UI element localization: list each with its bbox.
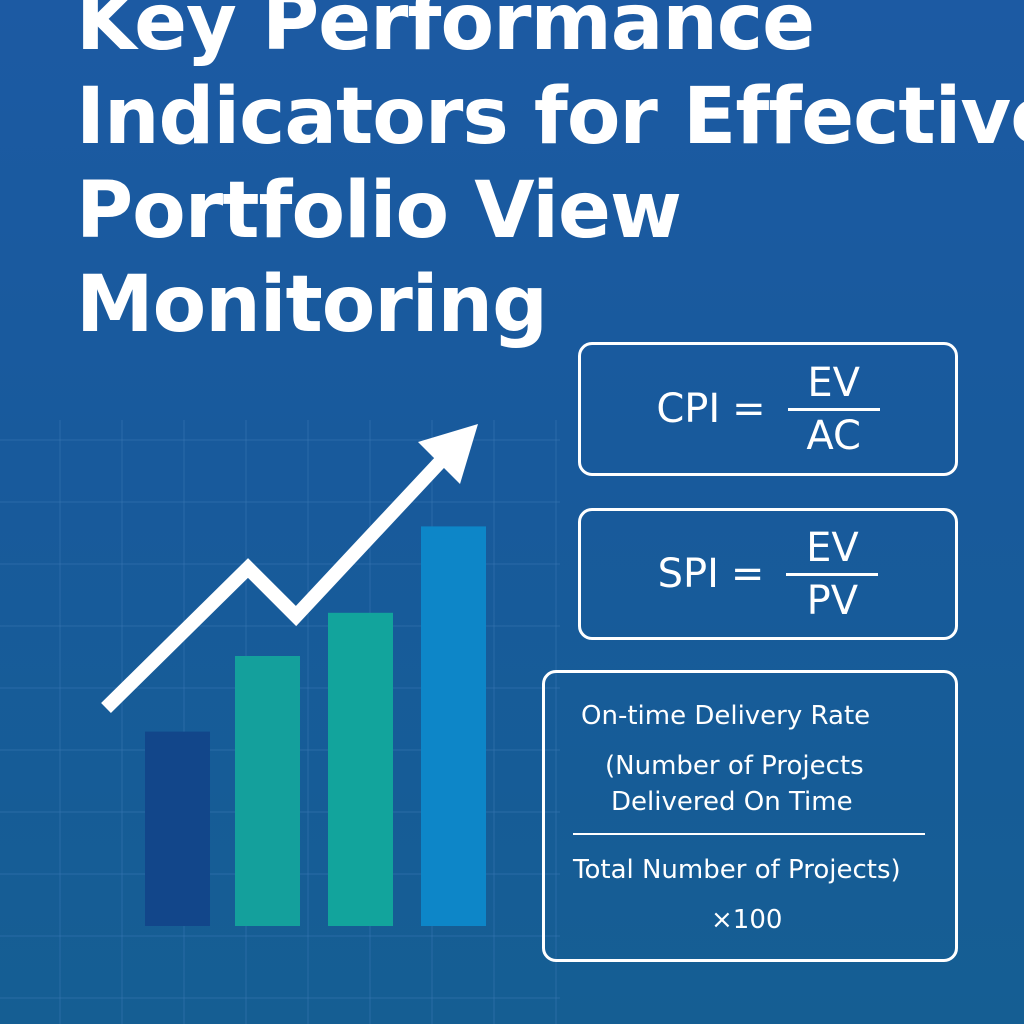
- cpi-denominator: AC: [806, 412, 861, 459]
- bars-group: [145, 526, 486, 926]
- spi-fraction-bar: [786, 572, 879, 576]
- title-line-2: Indicators for Effective: [76, 72, 1024, 162]
- title-line-3: Portfolio View: [76, 166, 682, 256]
- spi-numerator: EV: [806, 524, 859, 571]
- trend-arrow-icon: [101, 424, 478, 713]
- otd-numerator-line-1: (Number of Projects: [605, 751, 864, 781]
- spi-denominator: PV: [806, 577, 859, 624]
- spi-formula-box: SPI = EV PV: [578, 508, 958, 640]
- page-title: Key Performance Indicators for Effective…: [76, 0, 1024, 352]
- on-time-delivery-box: On-time Delivery Rate (Number of Project…: [542, 670, 958, 962]
- arrow-line: [101, 457, 446, 713]
- cpi-formula-box: CPI = EV AC: [578, 342, 958, 476]
- spi-label: SPI: [657, 551, 719, 597]
- otd-fraction-bar: [573, 833, 925, 835]
- arrow-head: [418, 424, 478, 484]
- otd-denominator: Total Number of Projects): [573, 855, 901, 885]
- title-line-4: Monitoring: [76, 260, 548, 350]
- spi-fraction: EV PV: [786, 524, 879, 624]
- otd-multiplier: ×100: [711, 905, 783, 935]
- cpi-fraction-bar: [787, 407, 880, 411]
- bar-1: [145, 731, 210, 926]
- spi-equals: =: [730, 551, 765, 597]
- cpi-label: CPI: [656, 386, 721, 432]
- otd-title: On-time Delivery Rate: [581, 701, 871, 731]
- bar-2: [235, 656, 300, 926]
- cpi-fraction: EV AC: [787, 359, 880, 459]
- bar-4: [421, 526, 486, 926]
- cpi-equals: =: [732, 386, 766, 432]
- title-line-1: Key Performance: [76, 0, 815, 68]
- cpi-numerator: EV: [807, 359, 860, 406]
- otd-numerator-line-2: Delivered On Time: [611, 787, 853, 817]
- bar-3: [328, 612, 393, 926]
